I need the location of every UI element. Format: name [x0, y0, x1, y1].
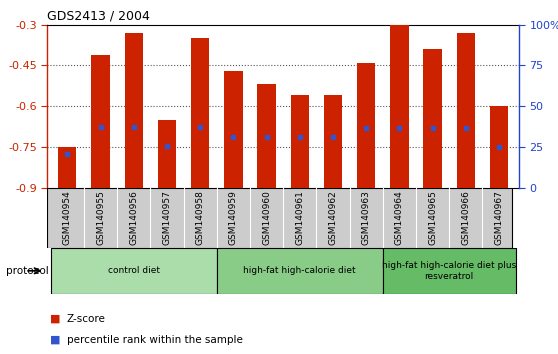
- Bar: [257, 85, 276, 188]
- Point: [229, 135, 238, 140]
- Bar: [58, 147, 76, 188]
- Bar: [424, 49, 442, 188]
- Bar: [191, 38, 209, 188]
- Point: [329, 135, 338, 140]
- Bar: [51, 248, 217, 294]
- Bar: [291, 95, 309, 188]
- Text: GSM140961: GSM140961: [295, 190, 304, 245]
- Text: GSM140967: GSM140967: [494, 190, 503, 245]
- Point: [362, 125, 371, 131]
- Bar: [158, 120, 176, 188]
- Bar: [217, 248, 383, 294]
- Bar: [224, 71, 243, 188]
- Bar: [390, 25, 408, 188]
- Point: [196, 124, 205, 129]
- Point: [63, 151, 72, 156]
- Text: ■: ■: [50, 314, 61, 324]
- Text: high-fat high-calorie diet: high-fat high-calorie diet: [243, 266, 356, 275]
- Text: GSM140965: GSM140965: [428, 190, 437, 245]
- Point: [96, 124, 105, 129]
- Text: Z-score: Z-score: [67, 314, 106, 324]
- Bar: [357, 63, 376, 188]
- Point: [162, 143, 171, 148]
- Text: control diet: control diet: [108, 266, 160, 275]
- Text: GSM140955: GSM140955: [96, 190, 105, 245]
- Point: [494, 144, 503, 150]
- Point: [262, 135, 271, 140]
- Text: GSM140957: GSM140957: [162, 190, 171, 245]
- Text: percentile rank within the sample: percentile rank within the sample: [67, 335, 243, 345]
- Text: GDS2413 / 2004: GDS2413 / 2004: [47, 9, 150, 22]
- Point: [428, 125, 437, 131]
- Text: GSM140966: GSM140966: [461, 190, 470, 245]
- Text: GSM140960: GSM140960: [262, 190, 271, 245]
- Text: GSM140964: GSM140964: [395, 190, 404, 245]
- Bar: [124, 33, 143, 188]
- Bar: [490, 106, 508, 188]
- Point: [129, 124, 138, 129]
- Text: high-fat high-calorie diet plus
resveratrol: high-fat high-calorie diet plus resverat…: [382, 261, 516, 280]
- Text: GSM140958: GSM140958: [196, 190, 205, 245]
- Text: GSM140959: GSM140959: [229, 190, 238, 245]
- Text: GSM140962: GSM140962: [329, 190, 338, 245]
- Point: [395, 125, 404, 131]
- Bar: [383, 248, 516, 294]
- Text: protocol: protocol: [6, 266, 49, 276]
- Point: [295, 135, 304, 140]
- Bar: [324, 95, 342, 188]
- Text: ■: ■: [50, 335, 61, 345]
- Bar: [92, 55, 110, 188]
- Bar: [456, 33, 475, 188]
- Point: [461, 125, 470, 131]
- Text: GSM140954: GSM140954: [63, 190, 72, 245]
- Text: GSM140963: GSM140963: [362, 190, 371, 245]
- Text: GSM140956: GSM140956: [129, 190, 138, 245]
